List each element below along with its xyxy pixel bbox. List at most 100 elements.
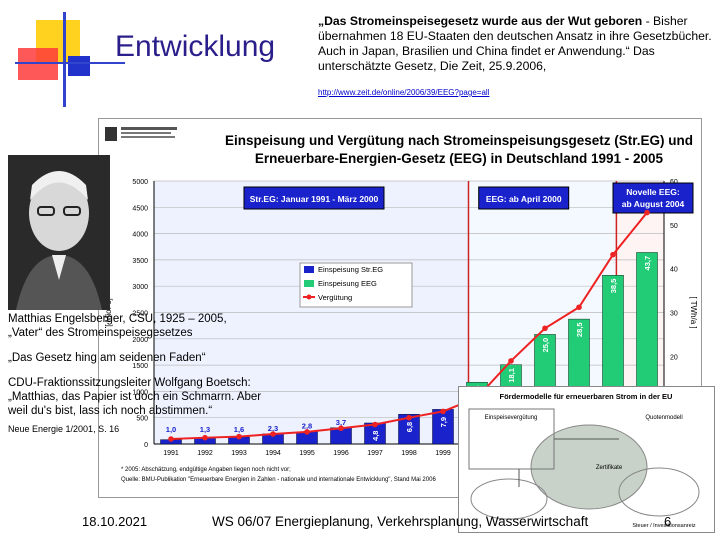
period-label: Str.EG: Januar 1991 - März 2000 bbox=[250, 194, 379, 204]
y2-tick-label: 50 bbox=[670, 223, 678, 230]
period-label-box bbox=[243, 186, 385, 210]
vergutung-point bbox=[406, 414, 412, 421]
inset-label-right: Quotenmodell bbox=[645, 415, 682, 421]
y-tick-label: 2500 bbox=[132, 311, 148, 318]
period-label: ab August 2004 bbox=[622, 199, 685, 209]
bar-value-label: 6,8 bbox=[405, 422, 414, 432]
y-axis-label: [ Mio. €] bbox=[104, 298, 113, 326]
x-tick-label: 1992 bbox=[197, 450, 213, 457]
vergutung-point bbox=[338, 425, 344, 432]
vergutung-point bbox=[440, 408, 446, 415]
caption-father: „Vater“ des Stromeinspeisegesetzes bbox=[8, 327, 193, 339]
x-tick-label: 1991 bbox=[163, 450, 179, 457]
bar-str-eg bbox=[398, 413, 420, 445]
vergutung-point bbox=[168, 436, 174, 442]
y2-tick-label: 20 bbox=[670, 354, 678, 361]
bar-value-label: 28,5 bbox=[575, 322, 584, 337]
y-tick-label: 1500 bbox=[132, 363, 148, 370]
bar-value-label: 25,0 bbox=[541, 338, 550, 353]
vergutung-point bbox=[508, 358, 514, 364]
caption-name: Matthias Engelsberger, CSU, 1925 – 2005, bbox=[8, 313, 227, 325]
period-label-box bbox=[478, 186, 570, 210]
bar-value-label: 2,8 bbox=[302, 422, 312, 431]
y-tick-label: 4000 bbox=[132, 232, 148, 239]
bar-value-label: 7,9 bbox=[439, 417, 448, 427]
period-label-box bbox=[612, 182, 694, 214]
footer-course: WS 06/07 Energieplanung, Verkehrsplanung… bbox=[212, 514, 589, 529]
y2-axis-label: [ TWh/a ] bbox=[689, 296, 698, 328]
source-link[interactable]: http://www.zeit.de/online/2006/39/EEG?pa… bbox=[318, 88, 490, 97]
chart-title-line1: Einspeisung und Vergütung nach Stromeins… bbox=[225, 133, 693, 148]
caption-source: Neue Energie 1/2001, S. 16 bbox=[8, 424, 120, 434]
quote-text: „Das Stromeinspeisegesetz wurde aus der … bbox=[318, 14, 718, 74]
vergutung-point bbox=[644, 209, 650, 216]
x-tick-label: 1995 bbox=[299, 450, 315, 457]
bar-value-label: 4,8 bbox=[371, 431, 380, 441]
x-tick-label: 1993 bbox=[231, 450, 247, 457]
decor-horizontal-line bbox=[15, 62, 125, 64]
ministry-logo bbox=[105, 127, 177, 141]
inset-label-left: Einspeisevergütung bbox=[485, 415, 538, 421]
bar-value-label: 18,1 bbox=[507, 368, 516, 383]
legend-label: Einspeisung EEG bbox=[318, 279, 377, 288]
inset-title: Fördermodelle für erneuerbaren Strom in … bbox=[500, 392, 673, 401]
chart-source: Quelle: BMU-Publikation "Erneuerbare Ene… bbox=[121, 477, 436, 483]
caption-boetsch-quote1: „Matthias, das Papier ist doch ein Schma… bbox=[8, 391, 262, 403]
caption-quote: „Das Gesetz hing am seidenen Faden“ bbox=[8, 352, 206, 364]
y-tick-label: 2000 bbox=[132, 337, 148, 344]
x-tick-label: 1994 bbox=[265, 450, 281, 457]
x-tick-label: 1999 bbox=[435, 450, 451, 457]
legend-swatch-vergutung-dot bbox=[306, 294, 312, 300]
y-tick-label: 1000 bbox=[132, 389, 148, 396]
vergutung-point bbox=[542, 325, 548, 332]
vergutung-point bbox=[202, 434, 208, 441]
footer-page-number: 6 bbox=[664, 514, 672, 529]
legend-swatch-eeg bbox=[304, 280, 314, 287]
footer-date: 18.10.2021 bbox=[82, 514, 148, 529]
y-tick-label: 0 bbox=[144, 442, 148, 449]
chart-title-line2: Erneuerbare-Energien-Gesetz (EEG) in Deu… bbox=[255, 151, 664, 166]
quote-rest: - Bisher übernahmen 18 EU-Staaten den de… bbox=[318, 14, 712, 73]
inset-label-center: Zertifikate bbox=[596, 465, 623, 471]
y2-tick-label: 30 bbox=[670, 311, 678, 318]
bar-value-label: 2,3 bbox=[268, 424, 278, 433]
legend-box bbox=[299, 262, 413, 308]
decor-square-red bbox=[18, 48, 58, 80]
caption-boetsch: CDU-Fraktionssitzungsleiter Wolfgang Boe… bbox=[8, 377, 251, 389]
slide-title: Entwicklung bbox=[115, 30, 276, 63]
y-tick-label: 5000 bbox=[132, 179, 148, 186]
bar-value-label: 3,7 bbox=[336, 418, 346, 427]
vergutung-point bbox=[372, 421, 378, 428]
legend-swatch-str-eg bbox=[304, 266, 314, 273]
vergutung-point bbox=[610, 251, 616, 258]
x-tick-label: 1998 bbox=[401, 450, 417, 457]
quote-bold: „Das Stromeinspeisegesetz wurde aus der … bbox=[318, 14, 643, 28]
legend-label: Einspeisung Str.EG bbox=[318, 265, 383, 274]
bar-value-label: 1,3 bbox=[200, 425, 210, 434]
eu-models-inset: Fördermodelle für erneuerbaren Strom in … bbox=[458, 386, 715, 533]
y-tick-label: 3000 bbox=[132, 284, 148, 291]
legend-label: Vergütung bbox=[318, 293, 352, 302]
x-tick-label: 1996 bbox=[333, 450, 349, 457]
y2-tick-label: 40 bbox=[670, 267, 678, 274]
period-label: EEG: ab April 2000 bbox=[486, 194, 562, 204]
vergutung-point bbox=[304, 429, 310, 435]
vergutung-point bbox=[576, 304, 582, 311]
portrait-photo bbox=[8, 155, 110, 310]
decor-square-blue bbox=[68, 56, 90, 76]
y-tick-label: 4500 bbox=[132, 205, 148, 212]
bar-value-label: 43,7 bbox=[643, 256, 652, 271]
caption-boetsch-quote2: weil du's bist, lass ich noch abstimmen.… bbox=[8, 405, 213, 417]
inset-label-bottom-right: Steuer / Investitionsanreiz bbox=[632, 523, 696, 529]
y-tick-label: 500 bbox=[136, 416, 148, 423]
bar-value-label: 1,0 bbox=[166, 425, 176, 434]
vergutung-point bbox=[270, 431, 276, 437]
x-tick-label: 1997 bbox=[367, 450, 383, 457]
decor-vertical-line bbox=[63, 12, 66, 107]
period-label: Novelle EEG: bbox=[626, 187, 680, 197]
vergutung-point bbox=[236, 433, 242, 440]
y-tick-label: 3500 bbox=[132, 258, 148, 265]
bar-value-label: 1,6 bbox=[234, 425, 244, 434]
bar-value-label: 38,5 bbox=[609, 279, 618, 294]
chart-footnote: * 2005: Abschätzung, endgültige Angaben … bbox=[121, 467, 291, 473]
